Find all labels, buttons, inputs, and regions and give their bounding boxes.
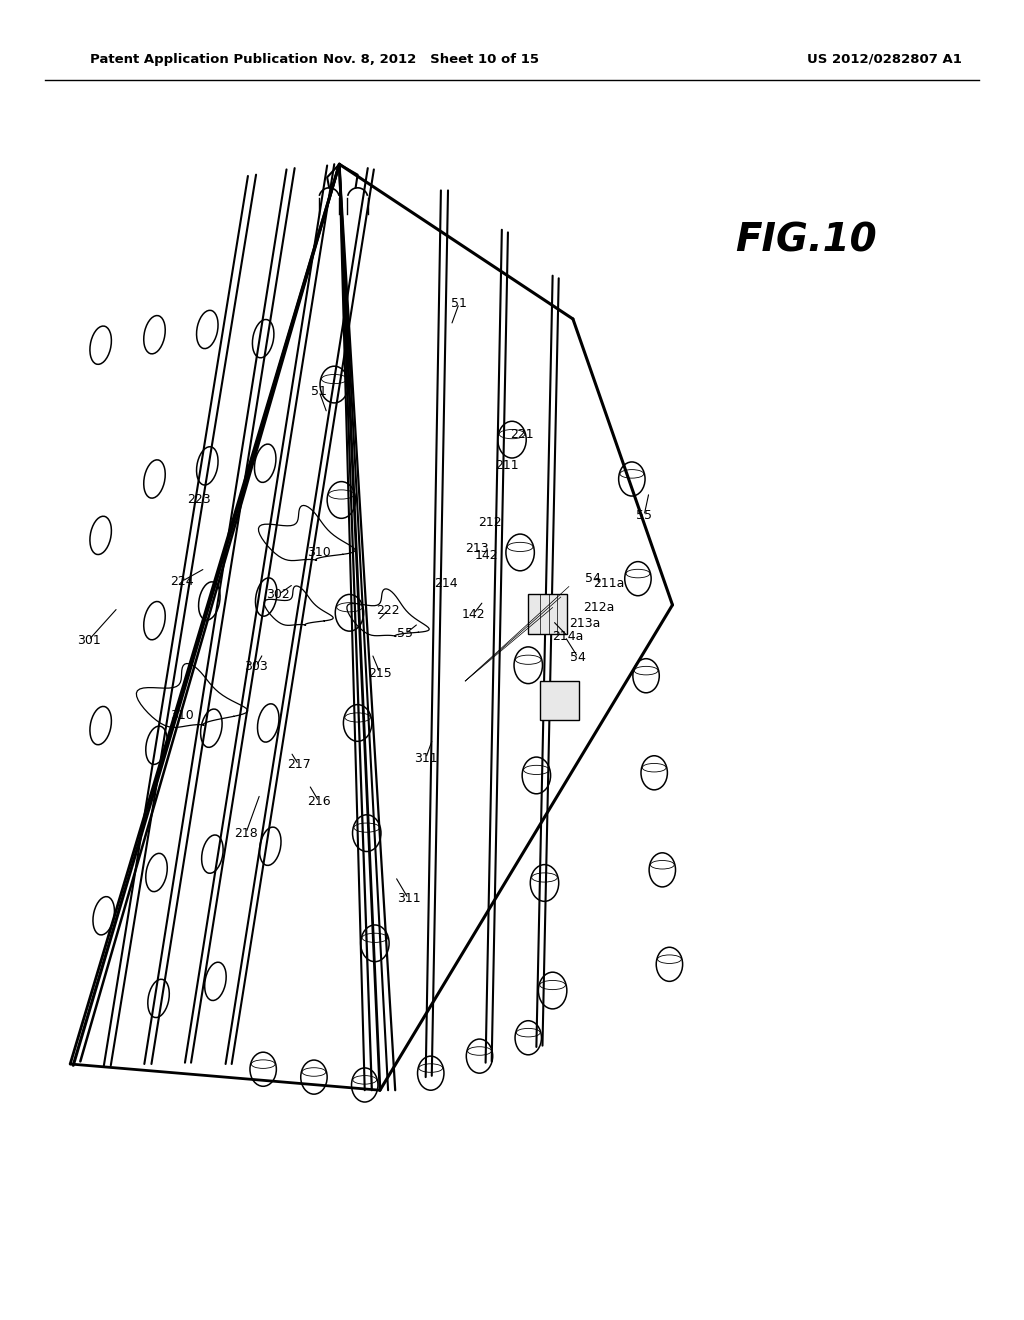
Text: 54: 54 xyxy=(570,651,586,664)
Text: 222: 222 xyxy=(376,603,400,616)
Text: 214a: 214a xyxy=(552,630,584,643)
Text: 301: 301 xyxy=(77,634,100,647)
Text: 302: 302 xyxy=(266,587,290,601)
Text: 213a: 213a xyxy=(569,616,601,630)
Text: 51: 51 xyxy=(311,384,327,397)
Text: 213: 213 xyxy=(465,543,488,554)
FancyBboxPatch shape xyxy=(528,594,567,634)
Text: 303: 303 xyxy=(244,660,268,673)
Text: 55: 55 xyxy=(636,510,652,523)
Text: 311: 311 xyxy=(396,892,420,906)
Text: 221: 221 xyxy=(510,428,534,441)
Text: Nov. 8, 2012   Sheet 10 of 15: Nov. 8, 2012 Sheet 10 of 15 xyxy=(323,53,539,66)
Text: 211: 211 xyxy=(496,459,519,473)
Text: 224: 224 xyxy=(170,574,194,587)
Text: 310: 310 xyxy=(170,709,194,722)
Text: 55: 55 xyxy=(397,627,414,640)
Text: 212a: 212a xyxy=(583,601,614,614)
Text: 142: 142 xyxy=(462,607,485,620)
Text: 54: 54 xyxy=(586,572,601,585)
Text: 214: 214 xyxy=(434,577,458,590)
Text: 51: 51 xyxy=(452,297,467,310)
Text: 311: 311 xyxy=(414,752,437,764)
Text: 216: 216 xyxy=(307,795,331,808)
Text: Patent Application Publication: Patent Application Publication xyxy=(90,53,318,66)
Text: 218: 218 xyxy=(234,826,258,840)
Text: 212: 212 xyxy=(478,516,502,529)
Text: 215: 215 xyxy=(368,667,392,680)
Text: 217: 217 xyxy=(287,759,310,771)
Text: 142: 142 xyxy=(475,549,499,561)
FancyBboxPatch shape xyxy=(541,681,579,721)
Text: 310: 310 xyxy=(307,546,331,558)
Text: FIG.10: FIG.10 xyxy=(735,222,878,259)
Text: US 2012/0282807 A1: US 2012/0282807 A1 xyxy=(807,53,962,66)
Text: 211a: 211a xyxy=(593,577,625,590)
Text: 223: 223 xyxy=(187,494,211,507)
